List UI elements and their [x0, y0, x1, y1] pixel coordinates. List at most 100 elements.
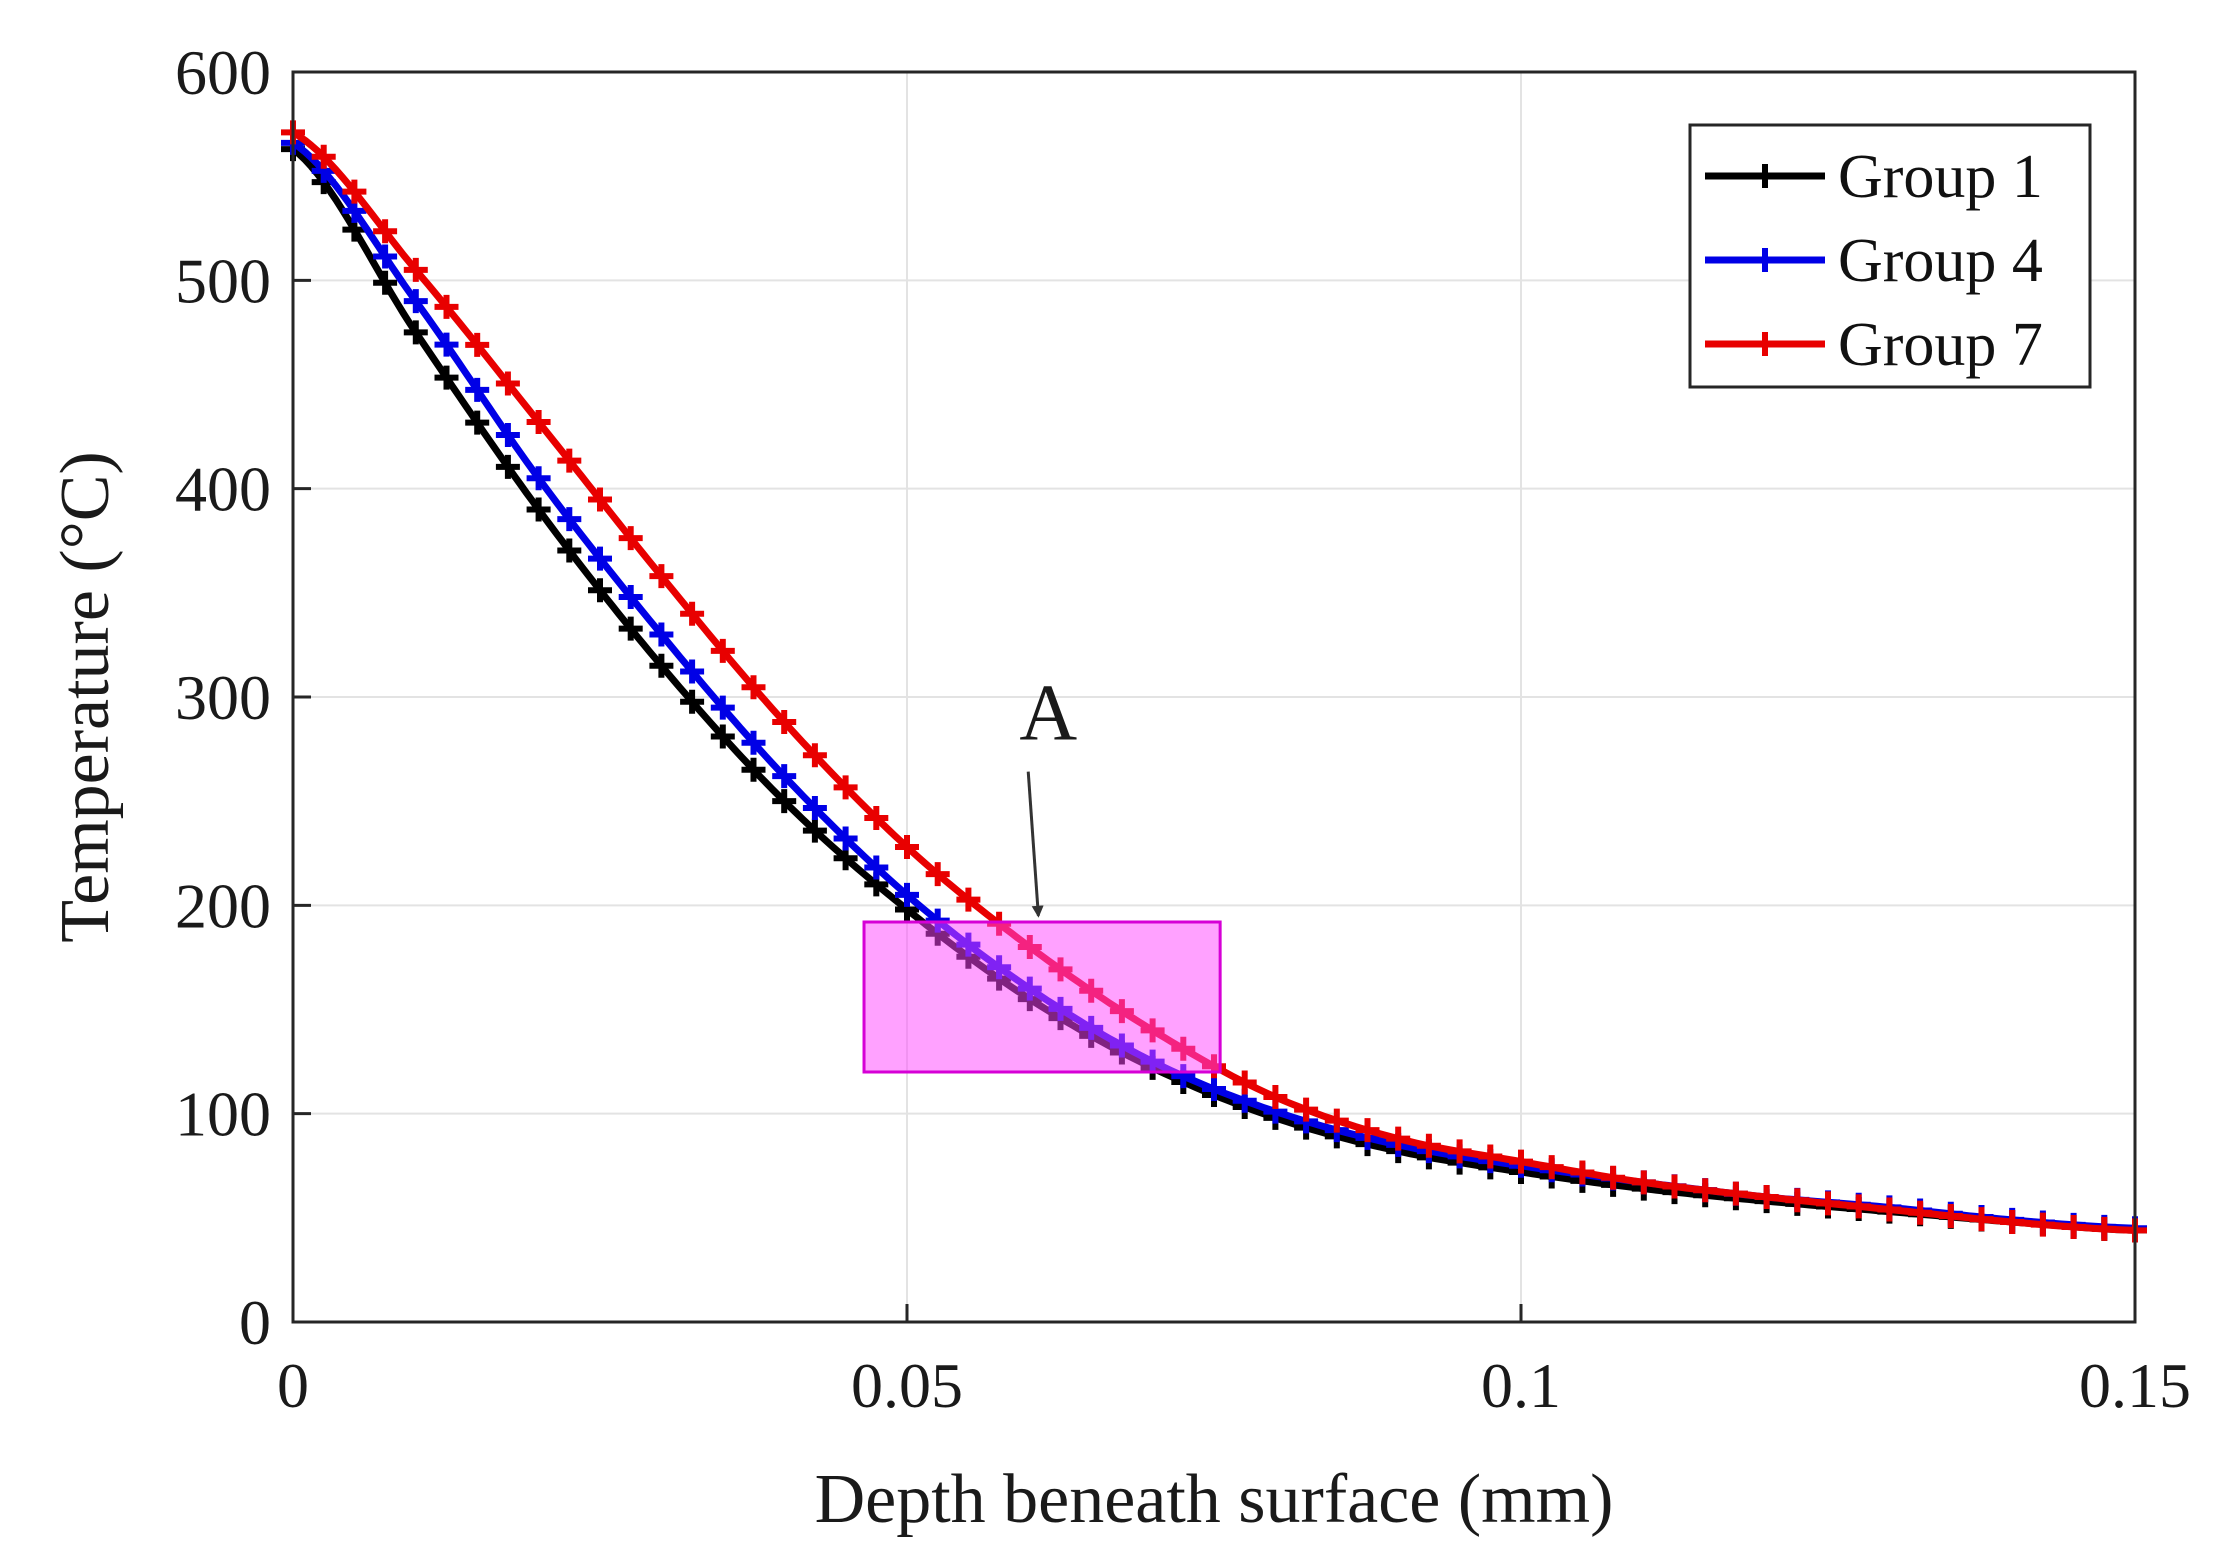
data-point-marker: [741, 675, 766, 700]
data-point-marker: [680, 659, 705, 684]
legend-label-group-1: Group 1: [1838, 143, 2043, 211]
data-point-marker: [1816, 1191, 1840, 1216]
data-point-marker: [741, 730, 766, 755]
data-point-marker: [588, 578, 612, 603]
data-point-marker: [465, 377, 490, 402]
legend-marker-group-7: [1753, 332, 1777, 356]
data-point-marker: [373, 270, 398, 295]
data-point-marker: [2000, 1210, 2025, 1234]
data-point-marker: [1785, 1188, 1810, 1213]
data-point-marker: [526, 466, 551, 491]
data-point-marker: [925, 862, 950, 887]
data-point-marker: [956, 887, 981, 912]
y-tick-label: 500: [175, 245, 271, 316]
data-point-marker: [802, 743, 827, 768]
data-point-marker: [1509, 1149, 1533, 1174]
data-point-marker: [772, 710, 797, 734]
data-point-marker: [403, 320, 428, 345]
data-point-marker: [895, 835, 919, 859]
legend-items: Group 1 Group 4 Group 7: [1705, 143, 2043, 379]
data-point-marker: [1631, 1170, 1656, 1195]
data-point-marker: [649, 622, 674, 647]
data-point-marker: [710, 638, 735, 663]
y-axis-title: Temperature (°C): [47, 451, 124, 942]
x-axis-title: Depth beneath surface (mm): [815, 1461, 1614, 1538]
data-point-marker: [1938, 1204, 1963, 1229]
data-point-marker: [434, 294, 459, 319]
x-tick-label: 0.15: [2079, 1350, 2191, 1421]
y-tick-label: 300: [175, 662, 271, 733]
data-point-marker: [649, 564, 674, 589]
data-point-marker: [895, 882, 919, 907]
legend-marker-group-1: [1753, 164, 1777, 188]
y-tick-label: 400: [175, 454, 271, 525]
data-point-marker: [1723, 1181, 1748, 1206]
data-point-marker: [495, 371, 520, 396]
data-point-marker: [588, 487, 612, 512]
data-point-marker: [526, 410, 551, 434]
data-point-marker: [2061, 1214, 2086, 1239]
data-point-marker: [618, 616, 643, 641]
data-point-marker: [465, 332, 490, 357]
data-point-marker: [373, 244, 398, 269]
data-point-marker: [1877, 1197, 1902, 1222]
annotation-layer: A: [1019, 670, 1077, 918]
data-point-marker: [1447, 1139, 1472, 1164]
x-tick-label: 0.1: [1481, 1350, 1561, 1421]
data-point-marker: [680, 601, 705, 626]
data-point-marker: [373, 219, 398, 244]
data-point-marker: [526, 497, 551, 522]
data-point-marker: [557, 538, 582, 563]
data-point-marker: [1601, 1165, 1626, 1190]
data-point-marker: [618, 526, 643, 551]
data-point-marker: [557, 507, 582, 532]
data-point-marker: [1846, 1194, 1871, 1219]
data-point-marker: [864, 805, 889, 830]
highlight-region-a: [862, 920, 1222, 1074]
x-tick-label: 0.05: [851, 1350, 963, 1421]
data-point-marker: [1416, 1133, 1441, 1158]
data-point-marker: [1539, 1155, 1564, 1180]
data-point-marker: [1693, 1178, 1718, 1203]
data-point-marker: [2030, 1212, 2055, 1237]
data-point-marker: [1570, 1160, 1595, 1185]
data-point-marker: [772, 764, 797, 789]
data-point-marker: [772, 789, 797, 814]
data-point-marker: [1232, 1070, 1257, 1095]
legend-label-group-4: Group 4: [1838, 227, 2043, 295]
data-point-marker: [1263, 1085, 1288, 1109]
data-point-marker: [1355, 1118, 1380, 1143]
data-point-marker: [864, 855, 889, 880]
data-point-marker: [649, 653, 674, 678]
data-point-marker: [403, 289, 428, 314]
data-point-marker: [833, 775, 858, 800]
data-point-marker: [403, 257, 428, 282]
data-point-marker: [342, 179, 367, 204]
data-point-marker: [495, 454, 520, 479]
legend-marker-group-4: [1753, 248, 1777, 272]
data-point-marker: [434, 365, 459, 390]
data-point-marker: [557, 448, 582, 473]
y-tick-label: 600: [175, 37, 271, 108]
data-point-marker: [1662, 1174, 1687, 1199]
data-point-marker: [802, 818, 827, 843]
data-point-marker: [2092, 1216, 2117, 1241]
data-point-marker: [1908, 1200, 1933, 1225]
data-point-marker: [802, 796, 827, 821]
data-point-marker: [1754, 1185, 1779, 1209]
data-point-marker: [465, 410, 490, 435]
data-point-marker: [495, 423, 520, 448]
data-point-marker: [741, 757, 766, 782]
data-point-marker: [710, 724, 735, 749]
data-point-marker: [833, 826, 858, 851]
data-point-marker: [680, 689, 705, 714]
data-point-marker: [311, 144, 336, 169]
y-tick-label: 0: [239, 1287, 271, 1358]
x-tick-label: 0: [277, 1350, 309, 1421]
y-tick-label: 200: [175, 870, 271, 941]
data-point-marker: [1202, 1077, 1226, 1102]
data-point-marker: [1969, 1207, 1994, 1232]
data-point-marker: [588, 546, 612, 571]
annotation-label: A: [1019, 670, 1077, 758]
